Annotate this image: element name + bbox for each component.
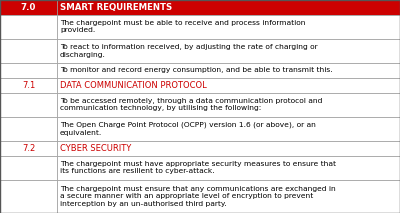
Bar <box>57 0 400 15</box>
Bar <box>57 39 400 63</box>
Text: The chargepoint must have appropriate security measures to ensure that
its funct: The chargepoint must have appropriate se… <box>60 161 336 174</box>
Bar <box>57 141 400 155</box>
Bar <box>0 93 57 117</box>
Text: To react to information received, by adjusting the rate of charging or
dischargi: To react to information received, by adj… <box>60 44 318 58</box>
Bar <box>57 63 400 78</box>
Text: The chargepoint must be able to receive and process information
provided.: The chargepoint must be able to receive … <box>60 20 306 33</box>
Text: CYBER SECURITY: CYBER SECURITY <box>60 144 131 153</box>
Text: SMART REQUIREMENTS: SMART REQUIREMENTS <box>60 3 172 12</box>
Bar <box>0 141 57 155</box>
Text: DATA COMMUNICATION PROTOCOL: DATA COMMUNICATION PROTOCOL <box>60 81 207 90</box>
Bar <box>0 180 57 213</box>
Bar <box>0 39 57 63</box>
Bar <box>57 155 400 180</box>
Text: 7.1: 7.1 <box>22 81 35 90</box>
Bar <box>57 78 400 93</box>
Text: To be accessed remotely, through a data communication protocol and
communication: To be accessed remotely, through a data … <box>60 98 322 111</box>
Bar <box>0 15 57 39</box>
Bar <box>0 63 57 78</box>
Bar <box>57 93 400 117</box>
Bar <box>0 117 57 141</box>
Text: 7.2: 7.2 <box>22 144 35 153</box>
Bar <box>0 78 57 93</box>
Bar <box>57 117 400 141</box>
Text: The Open Charge Point Protocol (OCPP) version 1.6 (or above), or an
equivalent.: The Open Charge Point Protocol (OCPP) ve… <box>60 122 316 136</box>
Bar <box>57 180 400 213</box>
Text: 7.0: 7.0 <box>21 3 36 12</box>
Bar <box>57 15 400 39</box>
Bar <box>0 155 57 180</box>
Text: To monitor and record energy consumption, and be able to transmit this.: To monitor and record energy consumption… <box>60 67 333 73</box>
Text: The chargepoint must ensure that any communications are exchanged in
a secure ma: The chargepoint must ensure that any com… <box>60 186 336 207</box>
Bar <box>0 0 57 15</box>
